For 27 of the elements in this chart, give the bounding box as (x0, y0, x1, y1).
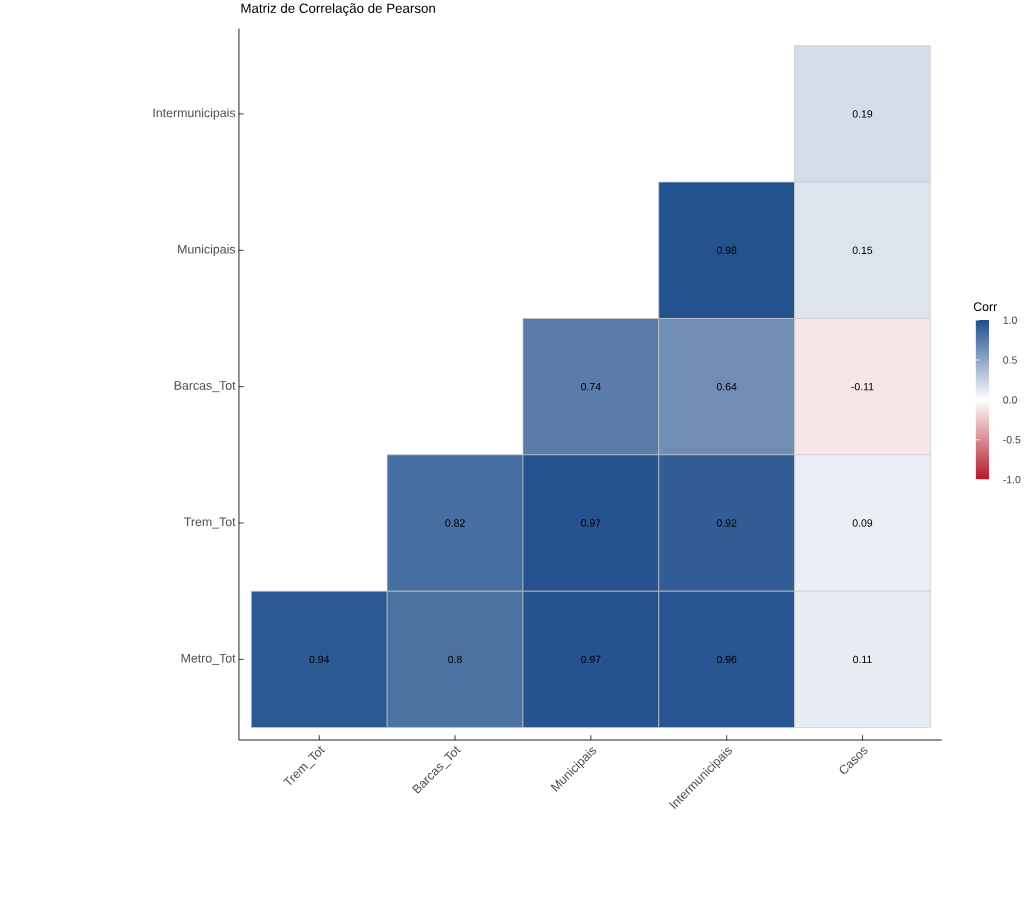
data-label: -0.11 (851, 382, 874, 391)
data-label: 0.09 (852, 519, 873, 527)
data-label: 0.15 (852, 246, 873, 254)
data-label: 0.97 (581, 519, 601, 527)
y-tick-label: Intermunicipais (153, 108, 236, 120)
color-bar-label: 0.0 (1003, 396, 1017, 404)
color-bar-title: Corr (973, 302, 998, 311)
data-label: 0.98 (716, 246, 737, 254)
data-label: 0.74 (581, 382, 601, 391)
color-bar-label: -0.5 (1003, 435, 1021, 444)
data-label: 0.94 (309, 655, 330, 664)
data-label: 0.11 (853, 655, 872, 664)
chart-title: Matriz de Correlação de Pearson (241, 3, 435, 16)
data-label: 0.97 (581, 655, 601, 664)
data-label: 0.92 (716, 519, 737, 527)
color-bar-label: 1.0 (1003, 316, 1017, 324)
y-tick-label: Barcas_Tot (174, 381, 236, 393)
color-bar-label: 0.5 (1003, 356, 1017, 364)
color-bar-label: -1.0 (1003, 475, 1021, 484)
data-label: 0.82 (445, 519, 465, 527)
data-label: 0.64 (716, 382, 737, 391)
y-tick-label: Metro_Tot (181, 653, 236, 665)
data-label: 0.96 (716, 655, 737, 664)
data-label: 0.8 (448, 655, 462, 664)
y-tick-label: Trem_Tot (184, 517, 236, 529)
y-tick-label: Municipais (178, 244, 236, 256)
data-label: 0.19 (852, 110, 873, 118)
